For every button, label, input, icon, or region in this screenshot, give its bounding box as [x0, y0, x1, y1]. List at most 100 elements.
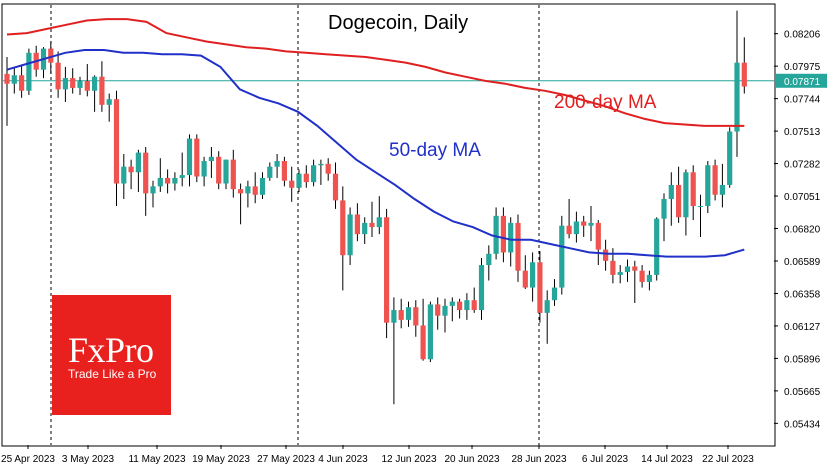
candle: [588, 206, 594, 242]
chart-title: Dogecoin, Daily: [328, 12, 468, 34]
candle: [135, 149, 141, 192]
candle-body: [559, 225, 565, 288]
candle: [384, 208, 390, 339]
x-axis: 25 Apr 2023 3 May 2023 11 May 2023 19 May 2…: [1, 445, 754, 465]
candle: [508, 217, 514, 267]
candle: [106, 93, 112, 122]
x-tick-label: 11 May 2023: [128, 454, 186, 465]
candle: [4, 57, 10, 126]
candle: [595, 220, 601, 266]
candle-body: [449, 301, 455, 306]
candle-body: [734, 62, 740, 132]
candle: [559, 215, 565, 295]
candle: [712, 159, 718, 201]
candle-body: [135, 152, 141, 173]
candle-body: [121, 166, 127, 184]
candle: [362, 217, 368, 244]
candle-body: [311, 165, 317, 183]
candle: [252, 172, 258, 204]
candle: [311, 159, 317, 187]
candle: [172, 172, 178, 191]
candle-body: [26, 52, 32, 91]
candle-body: [617, 272, 623, 275]
candle-body: [697, 206, 704, 208]
x-tick-label: 4 Jun 2023: [318, 454, 368, 465]
candle-body: [719, 184, 725, 195]
ma50-annotation: 50-day MA: [389, 140, 481, 161]
candle-body: [186, 138, 193, 176]
candle-body: [741, 62, 747, 87]
candle: [690, 165, 696, 221]
candle: [515, 214, 521, 282]
candle-body: [340, 200, 346, 256]
candle: [354, 203, 360, 242]
candle: [216, 151, 222, 190]
candle: [551, 279, 558, 306]
x-tick-label: 27 May 2023: [257, 454, 315, 465]
candle: [281, 156, 287, 187]
candle-body: [325, 163, 331, 174]
candle-body: [165, 177, 171, 184]
y-tick-label: 0.07282: [784, 160, 821, 171]
candle-body: [705, 165, 711, 207]
candle-body: [654, 218, 660, 275]
candle-body: [376, 217, 382, 228]
candle-body: [99, 76, 105, 105]
candle-body: [471, 300, 477, 311]
candle: [668, 172, 674, 226]
candle-body: [172, 177, 178, 184]
candle: [179, 152, 185, 187]
candle-body: [413, 307, 419, 326]
candle-body: [208, 156, 214, 162]
candle-body: [603, 249, 609, 261]
candle: [683, 169, 689, 236]
candle: [165, 169, 171, 194]
candle-body: [230, 159, 236, 190]
x-tick-label: 14 Jul 2023: [641, 454, 693, 465]
candle-body: [113, 99, 120, 184]
candle-body: [332, 173, 339, 201]
candle: [376, 196, 382, 235]
candle-body: [530, 262, 536, 288]
y-axis: 0.08206 0.07975 0.07744 0.07513 0.07282 0.070…: [774, 30, 821, 430]
candle-body: [289, 180, 295, 188]
candle: [435, 297, 441, 330]
candle: [157, 158, 163, 192]
candle-body: [128, 166, 134, 173]
candle-body: [573, 221, 579, 235]
candle-body: [347, 214, 353, 256]
candle-body: [624, 266, 631, 273]
candle-body: [11, 75, 17, 84]
candle: [500, 207, 506, 263]
candle-body: [566, 225, 572, 235]
candle-body: [179, 175, 185, 178]
candle-body: [661, 198, 667, 219]
candle: [325, 158, 331, 181]
candle-body: [478, 265, 485, 311]
x-tick-label: 3 May 2023: [62, 454, 115, 465]
x-tick-label: 19 May 2023: [192, 454, 250, 465]
x-tick-label: 22 Jul 2023: [702, 454, 754, 465]
candle-body: [427, 304, 433, 360]
candle: [544, 290, 550, 344]
logo-tagline: Trade Like a Pro: [68, 367, 157, 381]
candle-body: [19, 75, 25, 91]
candle: [194, 134, 200, 183]
candle-body: [55, 62, 61, 90]
candle: [259, 172, 266, 199]
candle-body: [588, 222, 594, 226]
candle: [55, 51, 61, 98]
candle-body: [508, 222, 514, 253]
candle-body: [405, 307, 412, 320]
y-tick-label: 0.06358: [784, 289, 821, 300]
candle-body: [522, 270, 528, 288]
candle-body: [727, 131, 733, 185]
candle-body: [84, 80, 90, 91]
candle-body: [581, 221, 587, 226]
candle-body: [457, 301, 463, 311]
candle: [208, 146, 214, 178]
candle-body: [420, 325, 426, 360]
candle: [405, 301, 412, 327]
candle: [186, 134, 193, 187]
candle: [727, 127, 733, 188]
